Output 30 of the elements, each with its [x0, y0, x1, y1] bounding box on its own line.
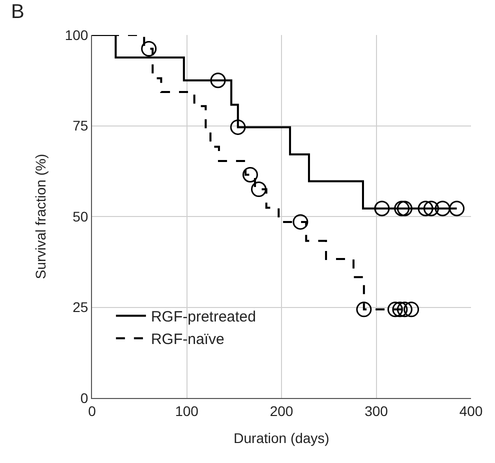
point [392, 302, 408, 318]
y-tick-label: 75 [72, 118, 88, 134]
y-axis-title: Survival fraction (%) [32, 154, 48, 280]
point [423, 200, 439, 216]
point [374, 200, 390, 216]
legend-label: RGF-naïve [150, 331, 224, 348]
point [292, 214, 308, 230]
point [141, 41, 157, 57]
point [387, 302, 403, 318]
point [449, 200, 465, 216]
y-tick-label: 50 [72, 208, 88, 224]
point [230, 119, 246, 135]
legend-label: RGF-pretreated [150, 308, 256, 326]
point [418, 200, 434, 216]
x-axis-title: Duration (days) [234, 430, 330, 446]
x-tick-label: 200 [270, 402, 294, 419]
y-tick-label: 25 [72, 299, 88, 316]
x-tick-label: 400 [459, 402, 483, 419]
point [396, 302, 412, 318]
text: B [11, 1, 24, 23]
y-tick-label: 0 [80, 390, 88, 406]
point [356, 302, 372, 318]
point [251, 182, 267, 198]
x-tick-label: 100 [175, 402, 199, 419]
y-tick-label: 100 [64, 26, 88, 43]
x-tick-label: 300 [364, 402, 388, 419]
point [242, 167, 258, 183]
point [210, 72, 226, 88]
point [434, 200, 450, 216]
point [404, 302, 420, 318]
